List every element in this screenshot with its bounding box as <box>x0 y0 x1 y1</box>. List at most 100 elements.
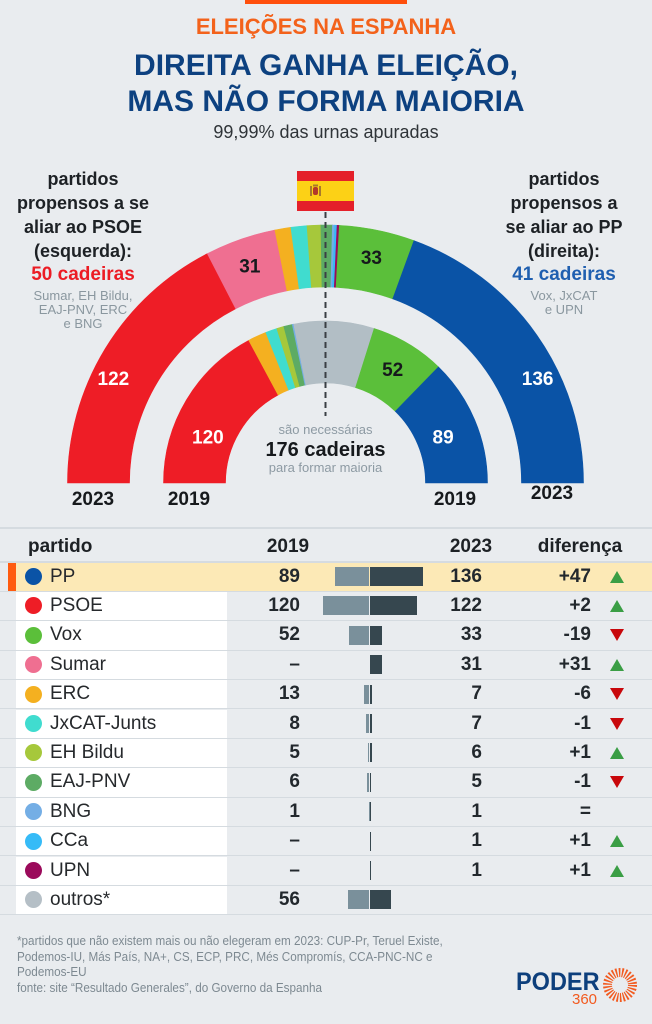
seats-2023: 1 <box>471 800 482 822</box>
party-cell <box>16 738 227 768</box>
seats-2019: 56 <box>278 888 300 910</box>
party-cell <box>16 827 227 856</box>
bar-2023 <box>369 625 383 645</box>
arc-label-2023-sumar: 31 <box>239 256 261 277</box>
bar-2023 <box>369 714 373 733</box>
party-color-dot <box>25 685 42 703</box>
seat-difference: +1 <box>569 859 591 881</box>
headline-line-1: DIREITA GANHA ELEIÇÃO, <box>134 49 518 82</box>
party-cell <box>16 621 227 650</box>
left-bloc-seats: 50 cadeiras <box>31 264 135 285</box>
seat-difference: +1 <box>569 741 591 763</box>
logo-number: 360 <box>572 991 598 1008</box>
right-bloc-line: partidos <box>528 169 600 189</box>
bar-2023 <box>369 890 391 910</box>
party-name: PSOE <box>50 594 103 616</box>
seats-2019: 8 <box>289 712 300 734</box>
bar-2023 <box>369 567 423 586</box>
arc-segment-2023-pp <box>392 240 584 484</box>
arc-segments <box>67 224 584 484</box>
party-color-dot <box>25 656 42 674</box>
left-coalition-block: partidos propensos a se aliar ao PSOE (e… <box>0 167 166 331</box>
party-color-dot <box>25 803 42 821</box>
bar-2023 <box>369 802 371 822</box>
kicker: ELEIÇÕES NA ESPANHA <box>195 14 457 39</box>
party-cell <box>16 650 227 680</box>
headline-line-2: MAS NÃO FORMA MAIORIA <box>127 85 525 118</box>
party-cell <box>16 797 227 827</box>
party-name: PP <box>50 565 76 587</box>
left-bloc-line: aliar ao PSOE <box>23 217 143 237</box>
party-cell <box>16 768 227 797</box>
bar-2023 <box>369 831 371 851</box>
year-label-2019-right: 2019 <box>433 489 477 510</box>
party-cell <box>16 856 227 885</box>
seats-2023: 136 <box>450 565 482 587</box>
bar-2019 <box>368 802 370 822</box>
trend-up-icon <box>610 658 624 671</box>
footnote-line: Podemos-EU <box>17 964 87 979</box>
party-name: Sumar <box>50 653 106 675</box>
seats-2023: 7 <box>471 683 482 705</box>
logo-wordmark: PODER <box>516 968 600 996</box>
seats-2023: 122 <box>450 594 482 616</box>
subtitle: 99,99% das urnas apuradas <box>213 122 439 142</box>
trend-up-icon <box>610 746 624 759</box>
table-row-pp: PP 89 136 +47 <box>0 562 652 592</box>
seat-difference: +2 <box>569 594 591 616</box>
trend-up-icon <box>610 570 624 583</box>
table-row-jxcat-junts: JxCAT-Junts 8 7 -1 <box>0 709 652 739</box>
party-color-dot <box>25 832 42 850</box>
right-bloc-line: (direita): <box>528 241 600 261</box>
right-bloc-members: e UPN <box>544 302 584 317</box>
party-color-dot <box>25 862 42 879</box>
bar-2019 <box>322 596 370 616</box>
table-row-eh-bildu: EH Bildu 5 6 +1 <box>0 738 652 769</box>
header-difference: diferença <box>537 536 623 557</box>
seat-difference: -19 <box>563 624 591 646</box>
seat-chart: 122 31 33 136 120 52 89 <box>67 171 584 484</box>
trend-down-icon <box>610 717 624 730</box>
party-color-dot <box>25 568 42 585</box>
seats-2019: – <box>289 653 300 675</box>
table-row-psoe: PSOE 120 122 +2 <box>0 591 652 622</box>
trend-up-icon <box>610 864 624 877</box>
table-header: partido 2019 2023 diferença <box>0 527 652 563</box>
bar-2023 <box>369 743 372 763</box>
majority-seats: 176 cadeiras <box>265 439 386 461</box>
party-name: ERC <box>50 683 91 705</box>
party-cell <box>16 680 227 709</box>
seat-difference: -1 <box>574 771 591 793</box>
bar-2023 <box>369 596 418 616</box>
arc-segment-2023-eaj-pnv <box>320 224 333 288</box>
table-row-upn: UPN – 1 +1 <box>0 856 652 886</box>
header-party: partido <box>28 536 93 557</box>
right-coalition-block: partidos propensos a se aliar ao PP (dir… <box>481 167 647 317</box>
footer-notes: *partidos que não existem mais ou não el… <box>17 933 443 995</box>
majority-note-bottom: para formar maioria <box>268 460 383 475</box>
trend-up-icon <box>610 835 624 848</box>
majority-note-top: são necessárias <box>278 422 373 437</box>
year-label-2023-right: 2023 <box>530 483 574 504</box>
left-bloc-members: EAJ-PNV, ERC <box>38 302 128 317</box>
table-row-vox: Vox 52 33 -19 <box>0 621 652 651</box>
bar-2019 <box>367 743 370 763</box>
seats-2019: 89 <box>278 565 300 587</box>
left-bloc-line: propensos a se <box>16 193 150 213</box>
party-cell <box>16 709 227 738</box>
party-color-dot <box>25 715 42 732</box>
year-label-2019-left: 2019 <box>167 489 211 510</box>
seats-2023: 1 <box>471 830 482 852</box>
seat-difference: +31 <box>558 653 591 675</box>
bar-2019 <box>366 714 370 733</box>
party-name: EH Bildu <box>50 741 124 763</box>
footnote-line: *partidos que não existem mais ou não el… <box>17 933 443 948</box>
logo-sun-icon <box>603 968 637 1002</box>
right-bloc-members: Vox, JxCAT <box>530 288 598 303</box>
trend-down-icon <box>610 629 624 642</box>
arc-label-2019-vox: 52 <box>382 360 403 381</box>
party-name: EAJ-PNV <box>50 771 131 793</box>
right-bloc-line: propensos a <box>510 193 618 213</box>
footnote-line: Podemos-IU, Más País, NA+, CS, ECP, PRC,… <box>17 948 433 964</box>
party-color-dot <box>25 744 42 762</box>
